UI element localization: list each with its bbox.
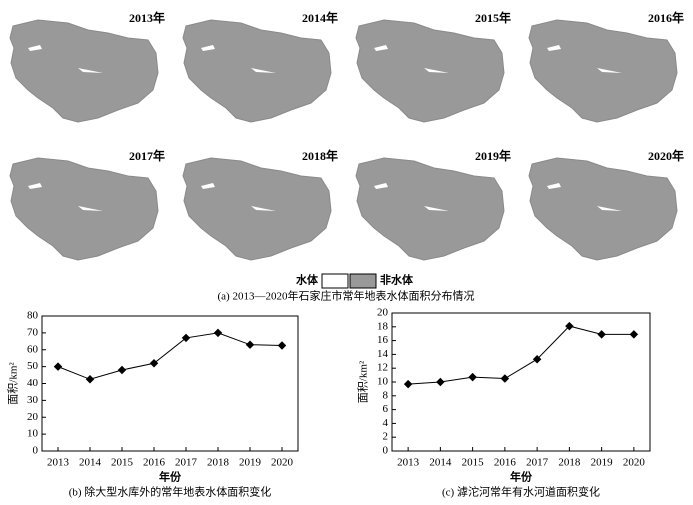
x-tick-label: 2015 xyxy=(111,457,134,469)
y-tick-label: 30 xyxy=(27,394,39,406)
x-tick-label: 2019 xyxy=(591,457,614,469)
marker xyxy=(277,341,287,350)
marker xyxy=(149,359,159,368)
plot-frame xyxy=(391,312,651,452)
chart-caption: (c) 滹沱河常年有水河道面积变化 xyxy=(442,485,600,499)
map-water xyxy=(28,183,103,211)
marker xyxy=(117,365,127,375)
y-tick-label: 16 xyxy=(377,334,389,346)
x-tick-label: 2013 xyxy=(47,457,70,469)
plot-frame xyxy=(41,315,299,452)
marker xyxy=(245,340,255,349)
x-tick-label: 2016 xyxy=(494,457,517,469)
map-year: 2015年 xyxy=(475,10,511,25)
y-tick-label: 2 xyxy=(383,431,389,443)
map-year: 2014年 xyxy=(302,10,338,25)
y-tick-label: 60 xyxy=(27,343,39,355)
y-tick-label: 50 xyxy=(27,360,39,372)
x-tick-label: 2018 xyxy=(558,457,581,469)
x-tick-label: 2018 xyxy=(207,457,230,469)
x-tick-label: 2020 xyxy=(623,457,646,469)
y-tick-label: 20 xyxy=(377,307,389,319)
y-tick-label: 10 xyxy=(377,376,389,388)
map-water xyxy=(374,183,449,211)
marker xyxy=(85,375,95,384)
y-tick-label: 10 xyxy=(27,428,39,440)
y-tick-label: 14 xyxy=(377,348,389,360)
map-year: 2017年 xyxy=(129,148,165,163)
y-tick-label: 12 xyxy=(377,362,388,374)
x-tick-label: 2020 xyxy=(271,457,294,469)
map-water xyxy=(201,45,276,73)
map-water xyxy=(547,45,622,73)
x-tick-label: 2014 xyxy=(429,457,452,469)
line xyxy=(408,325,634,385)
marker xyxy=(629,330,639,339)
legend-swatch xyxy=(349,273,377,289)
y-tick-label: 4 xyxy=(383,417,389,429)
x-tick-label: 2017 xyxy=(175,457,198,469)
map-water xyxy=(374,45,449,73)
marker xyxy=(597,330,606,339)
marker xyxy=(532,354,542,364)
y-tick-label: 20 xyxy=(27,411,39,423)
marker xyxy=(403,379,413,389)
legend-swatch xyxy=(321,273,349,289)
y-tick-label: 80 xyxy=(27,310,39,322)
map-water xyxy=(28,45,103,73)
marker xyxy=(181,333,191,343)
x-tick-label: 2013 xyxy=(397,457,420,469)
y-tick-label: 70 xyxy=(27,326,39,338)
y-axis-label: 面积/km² xyxy=(357,360,370,403)
map-water xyxy=(547,183,622,211)
x-tick-label: 2016 xyxy=(143,457,166,469)
x-tick-label: 2019 xyxy=(239,457,262,469)
x-axis-label: 年份 xyxy=(510,470,533,484)
legend-label: 水体 xyxy=(296,273,319,287)
chart-caption: (b) 除大型水库外的常年地表水体面积变化 xyxy=(69,485,272,499)
y-tick-label: 18 xyxy=(377,320,389,332)
marker xyxy=(53,362,63,371)
map-year: 2018年 xyxy=(302,148,338,163)
x-tick-label: 2014 xyxy=(79,457,102,469)
marker xyxy=(468,372,477,382)
map-year: 2019年 xyxy=(475,148,511,163)
y-tick-label: 6 xyxy=(383,403,389,415)
map-water xyxy=(201,183,276,211)
map-year: 2016年 xyxy=(648,10,684,25)
legend-label: 非水体 xyxy=(380,273,414,287)
x-tick-label: 2017 xyxy=(526,457,549,469)
y-tick-label: 40 xyxy=(27,377,39,389)
x-tick-label: 2015 xyxy=(462,457,485,469)
x-axis-label: 年份 xyxy=(159,470,182,484)
map-year: 2020年 xyxy=(648,148,684,163)
line xyxy=(57,332,283,380)
y-tick-label: 0 xyxy=(33,445,39,457)
marker xyxy=(436,377,445,387)
y-tick-label: 0 xyxy=(383,445,389,457)
y-axis-label: 面积/km² xyxy=(7,362,20,405)
maps-caption: (a) 2013—2020年石家庄市常年地表水体面积分布情况 xyxy=(218,289,475,303)
map-year: 2013年 xyxy=(129,10,165,25)
marker xyxy=(213,328,223,338)
y-tick-label: 8 xyxy=(383,389,389,401)
marker xyxy=(565,321,574,331)
marker xyxy=(500,374,510,383)
